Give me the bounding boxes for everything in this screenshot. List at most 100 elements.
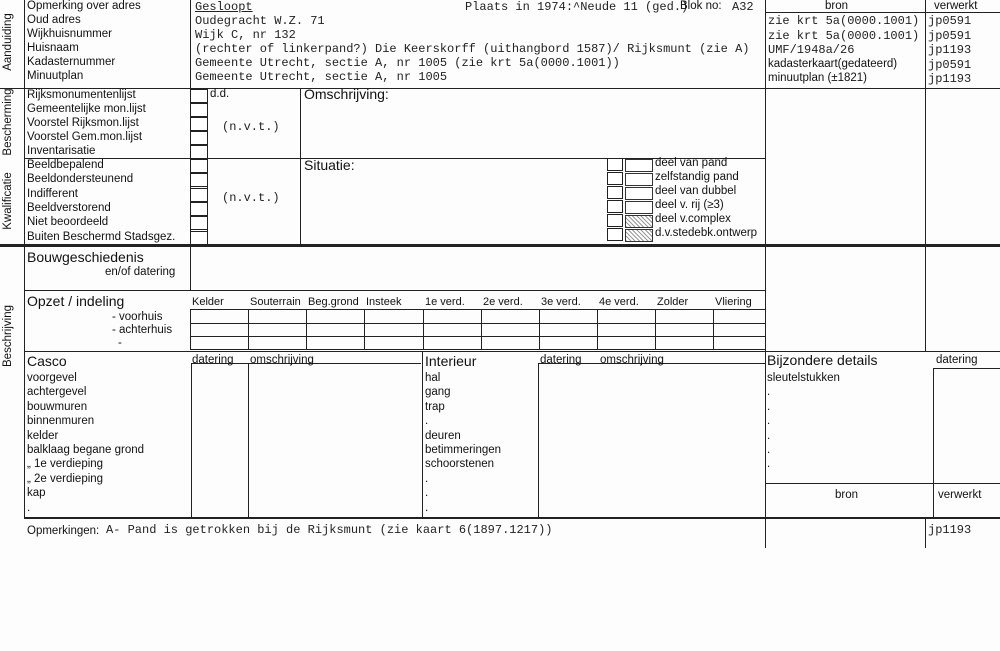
situatie-checkbox[interactable]	[607, 158, 623, 171]
opzet-grid-line	[481, 309, 482, 350]
kwalificatie-item-label: Beeldondersteunend	[27, 173, 134, 186]
opzet-row-label: - achterhuis	[112, 324, 173, 336]
bron-entry: minuutplan (±1821)	[768, 72, 868, 84]
bescherming-checkbox[interactable]	[190, 131, 208, 145]
interieur-item: .	[425, 415, 429, 428]
casco-item: balklaag begane grond	[27, 444, 145, 456]
situatie-option-label: d.v.stedebk.ontwerp	[655, 227, 758, 239]
blok-value: A32	[732, 0, 754, 14]
situatie-option-label: deel v.complex	[655, 213, 731, 225]
casco-item: kelder	[27, 429, 59, 442]
interieur-item: schoorstenen	[425, 458, 495, 471]
omschrijving-label: Omschrijving:	[304, 86, 389, 102]
interieur-item: gang	[425, 386, 451, 399]
verwerkt-entry: jp1193	[928, 43, 972, 57]
opzet-grid-line	[765, 309, 766, 350]
bescherming-checkbox[interactable]	[190, 117, 208, 131]
bron-entry: zie krt 5a(0000.1001)	[768, 14, 920, 28]
kwalificatie-checkbox[interactable]	[190, 187, 208, 202]
kwalificatie-item-label: Beeldbepalend	[27, 159, 104, 171]
kwalificatie-checkbox[interactable]	[190, 173, 208, 188]
section-label-kwalificatie: Kwalificatie	[2, 172, 14, 230]
building-type-icon	[625, 215, 653, 228]
situatie-option-label: zelfstandig pand	[655, 171, 739, 183]
casco-item: achtergevel	[27, 386, 87, 399]
kwalificatie-item-label: Niet beoordeeld	[27, 216, 109, 229]
situatie-checkbox[interactable]	[607, 172, 623, 185]
bijzondere-datering-header: datering	[936, 354, 978, 366]
opzet-grid-line	[306, 309, 307, 350]
opzet-column-header: 4e verd.	[599, 296, 639, 308]
interieur-item: deuren	[425, 429, 461, 442]
kwalificatie-checkbox[interactable]	[190, 159, 208, 173]
situatie-option-label: deel van pand	[655, 157, 728, 169]
kwalificatie-checkbox[interactable]	[190, 230, 208, 245]
address-field-label: Kadasternummer	[27, 56, 116, 68]
address-field-value: Oudegracht W.Z. 71	[195, 14, 325, 28]
bescherming-checkbox[interactable]	[190, 145, 208, 159]
opzet-label: Opzet / indeling	[27, 293, 125, 309]
bescherming-nvt: (n.v.t.)	[222, 120, 280, 134]
section-label-beschrijving: Beschrijving	[2, 305, 14, 367]
opzet-column-header: 3e verd.	[541, 296, 581, 308]
opzet-grid-line	[655, 309, 656, 350]
opzet-column-header: 1e verd.	[425, 296, 465, 308]
opzet-column-header: 2e verd.	[483, 296, 523, 308]
plaats-1974: Plaats in 1974:^Neude 11 (ged.)	[465, 0, 689, 14]
bijzondere-item: .	[767, 415, 771, 428]
situatie-label: Situatie:	[304, 157, 355, 173]
bescherming-item-label: Gemeentelijke mon.lijst	[27, 103, 146, 115]
bescherming-item-label: Rijksmonumentenlijst	[27, 89, 136, 101]
bouwgeschiedenis-label: Bouwgeschiedenis	[27, 249, 144, 265]
kwalificatie-checkbox[interactable]	[190, 201, 208, 216]
situatie-checkbox[interactable]	[607, 186, 623, 199]
section-label-bescherming: Bescherming	[2, 88, 14, 156]
building-type-icon	[625, 159, 653, 172]
opzet-grid-line	[539, 309, 540, 350]
opzet-grid-line	[713, 309, 714, 350]
opzet-column-header: Vliering	[715, 296, 752, 308]
interieur-item: hal	[425, 372, 441, 384]
casco-label: Casco	[27, 353, 67, 369]
bescherming-item-label: Inventarisatie	[27, 145, 96, 157]
bescherming-item-label: Voorstel Rijksmon.lijst	[27, 117, 139, 129]
casco-omschrijving-header: omschrijving	[250, 354, 314, 366]
casco-item: bouwmuren	[27, 400, 88, 413]
kwalificatie-checkbox[interactable]	[190, 216, 208, 231]
opzet-grid-line	[190, 349, 765, 350]
bescherming-checkbox[interactable]	[190, 103, 208, 117]
address-field-label: Oud adres	[27, 14, 81, 26]
situatie-checkbox[interactable]	[607, 214, 623, 227]
opzet-grid-line	[597, 309, 598, 350]
bijzondere-item: .	[767, 429, 771, 442]
opzet-row-label: -	[118, 337, 122, 349]
building-type-icon	[625, 187, 653, 200]
bescherming-checkbox[interactable]	[190, 89, 208, 103]
address-field-value: Gemeente Utrecht, sectie A, nr 1005 (zie…	[195, 56, 620, 70]
bron-entry: zie krt 5a(0000.1001)	[768, 28, 920, 43]
verwerkt-entry: jp1193	[928, 72, 972, 86]
situatie-checkbox[interactable]	[607, 228, 623, 241]
opzet-grid-line	[190, 309, 191, 350]
kwalificatie-item-label: Indifferent	[27, 187, 78, 200]
bijzondere-item: .	[767, 458, 771, 471]
address-field-value: Wijk C, nr 132	[195, 28, 296, 42]
opmerkingen-label: Opmerkingen:	[27, 525, 100, 537]
opzet-grid-line	[190, 309, 765, 310]
casco-item: „ 2e verdieping	[27, 472, 104, 485]
opzet-column-header: Insteek	[366, 296, 402, 308]
verwerkt-entry: jp0591	[928, 57, 972, 72]
kwalificatie-item-label: Buiten Beschermd Stadsgez.	[27, 230, 176, 243]
bijzondere-item: .	[767, 444, 771, 456]
opzet-column-header: Souterrain	[250, 296, 301, 308]
bron-header: bron	[825, 0, 849, 12]
section-label-aanduiding: Aanduiding	[2, 13, 14, 71]
bijzondere-details-label: Bijzondere details	[767, 352, 878, 368]
situatie-checkbox[interactable]	[607, 200, 623, 213]
address-field-value: Gemeente Utrecht, sectie A, nr 1005	[195, 70, 448, 84]
kwalificatie-nvt: (n.v.t.)	[222, 191, 280, 205]
verwerkt-entry: jp0591	[928, 28, 972, 43]
blok-label: Blok no:	[680, 0, 722, 12]
address-field-label: Opmerking over adres	[27, 0, 141, 12]
